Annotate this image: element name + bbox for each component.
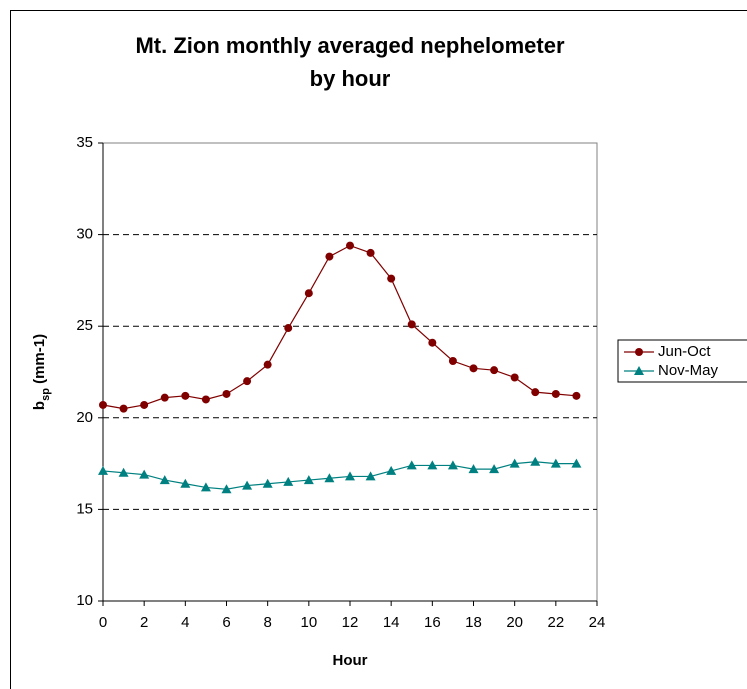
marker bbox=[509, 458, 520, 468]
marker bbox=[201, 395, 210, 404]
marker bbox=[345, 471, 355, 481]
marker bbox=[469, 364, 478, 373]
marker bbox=[490, 366, 499, 375]
marker bbox=[181, 391, 190, 400]
marker bbox=[489, 464, 500, 474]
marker bbox=[530, 456, 541, 466]
marker bbox=[531, 388, 540, 397]
marker bbox=[634, 366, 644, 375]
y-tick-label: 30 bbox=[76, 226, 93, 243]
x-tick-label: 22 bbox=[547, 614, 564, 631]
marker bbox=[468, 464, 479, 474]
x-tick-label: 12 bbox=[342, 614, 359, 631]
marker bbox=[180, 478, 191, 488]
marker bbox=[284, 324, 293, 333]
y-tick-label: 20 bbox=[76, 409, 93, 426]
x-tick-label: 14 bbox=[383, 614, 400, 631]
marker bbox=[387, 274, 396, 283]
y-tick-label: 25 bbox=[76, 317, 93, 334]
x-tick-label: 4 bbox=[181, 614, 189, 631]
marker bbox=[139, 469, 150, 479]
marker bbox=[635, 348, 643, 356]
marker bbox=[303, 475, 314, 485]
marker bbox=[283, 476, 294, 486]
x-tick-label: 10 bbox=[300, 614, 317, 631]
plot-area bbox=[102, 142, 598, 602]
marker bbox=[427, 460, 438, 470]
marker bbox=[571, 458, 582, 468]
legend-label: Nov-May bbox=[658, 362, 719, 379]
marker bbox=[406, 460, 417, 470]
y-label-sub: sp bbox=[40, 388, 52, 401]
x-tick-label: 2 bbox=[140, 614, 148, 631]
chart-title: by hour bbox=[310, 66, 391, 91]
marker bbox=[447, 460, 458, 470]
marker bbox=[448, 357, 457, 366]
marker bbox=[140, 400, 149, 409]
marker bbox=[550, 458, 561, 468]
marker bbox=[200, 482, 211, 492]
marker bbox=[263, 360, 272, 369]
marker bbox=[304, 289, 313, 298]
marker bbox=[325, 252, 334, 261]
legend-label: Jun-Oct bbox=[658, 343, 711, 360]
y-label-part: (mm-1) bbox=[31, 334, 48, 388]
marker bbox=[551, 389, 560, 398]
marker bbox=[366, 248, 375, 257]
y-tick-label: 35 bbox=[76, 134, 93, 151]
marker bbox=[346, 241, 354, 250]
marker bbox=[262, 478, 273, 488]
series-line bbox=[102, 461, 577, 490]
y-tick-label: 10 bbox=[76, 592, 93, 609]
x-tick-label: 20 bbox=[506, 614, 523, 631]
marker bbox=[242, 480, 253, 490]
x-tick-label: 16 bbox=[424, 614, 441, 631]
x-tick-label: 8 bbox=[263, 614, 271, 631]
marker bbox=[407, 320, 416, 329]
marker bbox=[386, 465, 397, 475]
legend-box bbox=[617, 339, 747, 383]
x-tick-label: 24 bbox=[589, 614, 606, 631]
y-axis-label: bsp (mm-1) bbox=[31, 334, 52, 410]
marker bbox=[324, 473, 335, 483]
marker bbox=[243, 377, 252, 386]
marker bbox=[510, 373, 519, 382]
marker bbox=[428, 338, 437, 347]
x-tick-label: 0 bbox=[99, 614, 107, 631]
y-tick-label: 15 bbox=[76, 500, 93, 517]
marker bbox=[99, 400, 107, 409]
x-tick-label: 18 bbox=[465, 614, 482, 631]
marker bbox=[119, 404, 128, 413]
marker bbox=[221, 484, 232, 494]
marker bbox=[118, 467, 129, 477]
x-tick-label: 6 bbox=[222, 614, 230, 631]
marker bbox=[160, 393, 169, 402]
chart-title: Mt. Zion monthly averaged nephelometer bbox=[135, 33, 565, 58]
marker bbox=[159, 475, 170, 485]
marker bbox=[98, 465, 108, 475]
y-label-part: b bbox=[31, 401, 48, 410]
marker bbox=[222, 389, 231, 398]
marker bbox=[365, 471, 376, 481]
marker bbox=[572, 391, 581, 400]
x-axis-label: Hour bbox=[333, 652, 368, 669]
